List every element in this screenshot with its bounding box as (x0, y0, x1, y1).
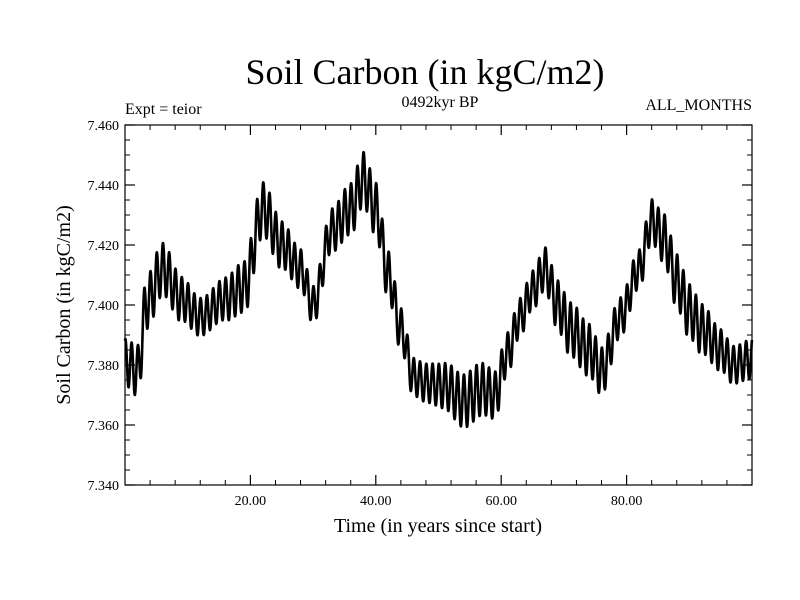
y-tick-label: 7.380 (88, 359, 120, 374)
x-tick-label: 60.00 (485, 494, 517, 509)
y-tick-label: 7.340 (88, 479, 120, 494)
y-tick-label: 7.400 (88, 299, 120, 314)
x-axis-label: Time (in years since start) (334, 515, 542, 537)
months-label: ALL_MONTHS (645, 97, 752, 114)
x-axis-ticks (149, 125, 728, 485)
y-tick-label: 7.460 (88, 119, 120, 134)
x-tick-label: 20.00 (235, 494, 267, 509)
chart-subtitle: 0492kyr BP (402, 94, 479, 111)
y-tick-label: 7.360 (88, 419, 120, 434)
x-tick-label: 80.00 (611, 494, 643, 509)
experiment-label: Expt = teior (125, 101, 202, 118)
chart-title: Soil Carbon (in kgC/m2) (246, 52, 605, 92)
y-axis-ticks (125, 124, 752, 486)
y-axis-tick-labels: 7.340 7.360 7.380 7.400 7.420 7.440 7.460 (88, 119, 120, 494)
x-tick-label: 40.00 (360, 494, 392, 509)
x-axis-tick-labels: 20.00 40.00 60.00 80.00 (235, 494, 643, 509)
soil-carbon-series-line (123, 150, 754, 429)
y-tick-label: 7.440 (88, 179, 120, 194)
y-tick-label: 7.420 (88, 239, 120, 254)
plot-frame (124, 124, 753, 486)
y-axis-label: Soil Carbon (in kgC/m2) (53, 205, 75, 404)
